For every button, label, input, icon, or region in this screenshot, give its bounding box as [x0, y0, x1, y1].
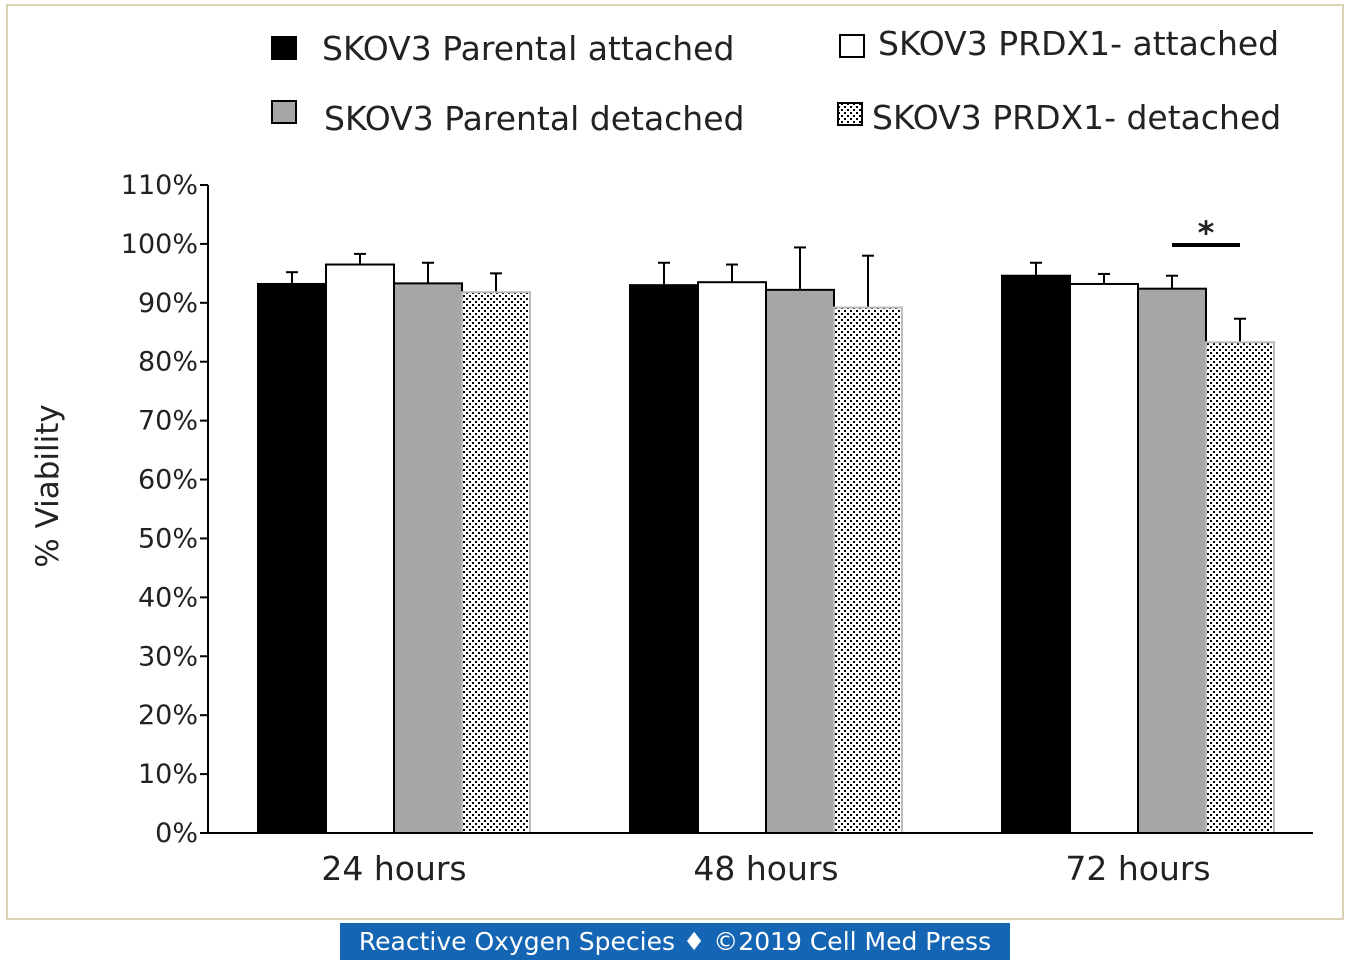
- bar: [325, 263, 395, 834]
- legend-label: SKOV3 PRDX1- attached: [878, 24, 1279, 63]
- bar: [765, 288, 835, 835]
- bar: [833, 306, 903, 835]
- legend-swatch: [271, 36, 297, 60]
- bar: [257, 282, 327, 834]
- bar: [1205, 341, 1275, 834]
- y-tick-label: 20%: [138, 700, 198, 731]
- y-tick-label: 0%: [155, 818, 198, 849]
- y-tick-label: 110%: [121, 170, 198, 201]
- y-tick-label: 60%: [138, 465, 198, 496]
- bars: *: [257, 214, 1275, 835]
- x-tick-label: 72 hours: [1065, 849, 1210, 888]
- x-axis: 24 hours 48 hours 72 hours: [208, 832, 1313, 888]
- bar-chart: SKOV3 Parental attached SKOV3 PRDX1- atta…: [30, 24, 1313, 888]
- y-tick-label: 30%: [138, 641, 198, 672]
- bar: [1137, 287, 1207, 834]
- bar: [461, 291, 531, 834]
- bar: [1001, 274, 1071, 835]
- bar: [629, 284, 699, 834]
- y-tick-label: 80%: [138, 347, 198, 378]
- bar: [1069, 282, 1139, 834]
- legend-label: SKOV3 Parental detached: [324, 99, 744, 138]
- footer-banner: Reactive Oxygen Species ♦ ©2019 Cell Med…: [340, 923, 1010, 960]
- legend: SKOV3 Parental attached SKOV3 PRDX1- atta…: [271, 24, 1281, 138]
- bar: [393, 282, 463, 834]
- y-axis: 0% 10% 20% 30% 40% 50% 60% 70% 80% 90% 100% 110%: [121, 170, 209, 849]
- legend-label: SKOV3 PRDX1- detached: [872, 98, 1281, 137]
- y-tick-label: 70%: [138, 406, 198, 437]
- bar: [697, 281, 767, 834]
- y-axis-label: % Viability: [30, 404, 66, 567]
- y-tick-label: 100%: [121, 229, 198, 260]
- x-tick-label: 48 hours: [693, 849, 838, 888]
- y-tick-label: 50%: [138, 523, 198, 554]
- legend-label: SKOV3 Parental attached: [322, 29, 734, 68]
- legend-swatch: [839, 34, 865, 58]
- y-tick-label: 90%: [138, 288, 198, 319]
- legend-swatch: [837, 102, 863, 126]
- y-tick-label: 40%: [138, 582, 198, 613]
- y-tick-label: 10%: [138, 759, 198, 790]
- x-tick-label: 24 hours: [321, 849, 466, 888]
- legend-swatch: [271, 100, 297, 124]
- significance-star: *: [1198, 214, 1215, 252]
